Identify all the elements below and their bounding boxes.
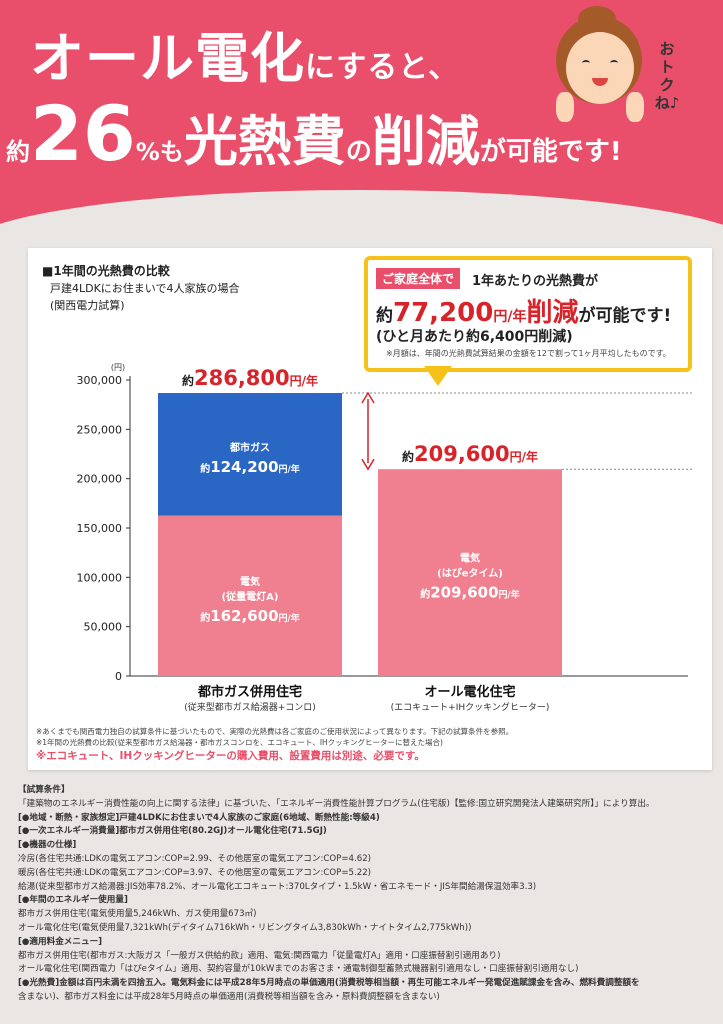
condition-line: オール電化住宅(電気使用量7,321kWh(デイタイム716kWh・リビングタイ… xyxy=(18,922,472,933)
y-tick-label: 300,000 xyxy=(77,374,123,387)
condition-line: オール電化住宅(関西電力「はぴeタイム」適用、契約容量が10kWまでのお客さま・… xyxy=(18,964,579,975)
comparison-subtitle: 戸建4LDKにお住まいで4人家族の場合 (関西電力試算) xyxy=(50,280,239,314)
segment-label: (はぴeタイム) xyxy=(437,567,503,580)
condition-line: 暖房(各住宅共通:LDKの電気エアコン:COP=3.97、その他居室の電気エアコ… xyxy=(18,867,372,878)
headline-suru-to: にすると、 xyxy=(305,50,460,85)
callout-monthly: (ひと月あたり約6,400円削減) xyxy=(376,329,573,345)
segment-label: 電気 xyxy=(240,575,260,588)
y-axis-unit: (円) xyxy=(111,363,125,372)
callout-prefix: 約 xyxy=(376,306,393,326)
headline-possible: が可能です! xyxy=(479,137,622,167)
condition-line: 冷房(各住宅共通:LDKの電気エアコン:COP=2.99、その他居室の電気エアコ… xyxy=(18,853,372,864)
footnotes: ※あくまでも関西電力独自の試算条件に基づいたもので、実際の光熱費は各ご家庭のご使… xyxy=(36,726,513,748)
category-label: オール電化住宅 xyxy=(424,684,515,700)
headline-no: の xyxy=(345,137,372,167)
y-tick-label: 150,000 xyxy=(77,522,123,535)
difference-arrow-head xyxy=(361,391,375,404)
condition-line: 「建築物のエネルギー消費性能の向上に関する法律」に基づいた、「エネルギー消費性能… xyxy=(18,798,655,809)
callout-tag: ご家庭全体で xyxy=(376,268,461,289)
difference-arrow-head xyxy=(361,458,375,471)
condition-line: 都市ガス併用住宅(電気使用量5,246kWh、ガス使用量673㎥) xyxy=(18,909,257,920)
footnote-1: ※あくまでも関西電力独自の試算条件に基づいたもので、実際の光熱費は各ご家庭のご使… xyxy=(36,727,514,736)
bar-total-label: 約209,600円/年 xyxy=(402,442,538,466)
callout-amount-line: 約77,200円/年削減が可能です! xyxy=(376,292,671,329)
comparison-subtitle-2: (関西電力試算) xyxy=(50,299,125,312)
segment-label: 都市ガス xyxy=(229,441,270,454)
category-sublabel: (従来型都市ガス給湯器+コンロ) xyxy=(184,701,316,713)
headline-percent-mo: %も xyxy=(135,138,184,166)
header-wave xyxy=(0,190,723,230)
calculation-conditions: 【試算条件】「建築物のエネルギー消費性能の向上に関する法律」に基づいた、「エネル… xyxy=(18,784,708,1005)
condition-line: 給湯(従来型都市ガス給湯器:JIS効率78.2%、オール電化エコキュート:370… xyxy=(18,881,537,892)
condition-line: [●一次エネルギー消費量]都市ガス併用住宅(80.2GJ)オール電化住宅(71.… xyxy=(18,826,327,837)
speech-text: おトクね♪ xyxy=(654,40,680,112)
y-tick-label: 50,000 xyxy=(84,621,123,634)
callout-note: ※月額は、年間の光熱費試算結果の金額を12で割って1ヶ月平均したものです。 xyxy=(386,349,671,358)
headline-line1: オール電化にすると、 xyxy=(30,14,459,93)
segment-value: 約162,600円/年 xyxy=(200,607,300,625)
y-tick-label: 200,000 xyxy=(77,473,123,486)
category-label: 都市ガス併用住宅 xyxy=(197,684,302,700)
y-tick-label: 250,000 xyxy=(77,423,123,436)
comparison-subtitle-1: 戸建4LDKにお住まいで4人家族の場合 xyxy=(50,282,240,295)
headline-all-electric: オール電化 xyxy=(30,27,305,90)
bar-total-label: 約286,800円/年 xyxy=(182,366,318,390)
bar-segment xyxy=(158,515,342,676)
condition-line: [●地域・断熱・家族想定]戸建4LDKにお住まいで4人家族のご家庭(6地域、断熱… xyxy=(18,812,380,823)
header-banner: オール電化にすると、 約26%も光熱費の削減が可能です! おトクね♪ xyxy=(0,0,723,230)
condition-line: [●光熱費]金額は百円未満を四捨五入。電気料金には平成28年5月時点の単価適用(… xyxy=(18,978,640,989)
footnote-2: ※1年間の光熱費の比較(従来型都市ガス給湯器・都市ガスコンロを、エコキュート、I… xyxy=(36,738,443,747)
condition-line: [●適用料金メニュー] xyxy=(18,936,103,947)
condition-line: 【試算条件】 xyxy=(18,785,70,795)
headline-percent: 26 xyxy=(30,89,136,178)
callout-unit: 円/年 xyxy=(493,309,527,325)
headline-line2: 約26%も光熱費の削減が可能です! xyxy=(6,96,622,176)
headline-prefix: 約 xyxy=(6,138,30,166)
segment-label: 電気 xyxy=(460,552,480,565)
y-tick-label: 0 xyxy=(115,670,122,683)
condition-line: [●機器の仕様] xyxy=(18,840,77,851)
callout-pointer xyxy=(424,366,452,386)
category-sublabel: (エコキュート+IHクッキングヒーター) xyxy=(391,701,550,713)
y-tick-label: 100,000 xyxy=(77,571,123,584)
condition-line: 都市ガス併用住宅(都市ガス:大阪ガス「一般ガス供給約款」適用、電気:関西電力「従… xyxy=(18,950,501,961)
bar-segment xyxy=(378,469,562,676)
condition-line: [●年間のエネルギー使用量] xyxy=(18,895,128,906)
headline-reduction: 削減 xyxy=(371,110,480,173)
comparison-title: ■1年間の光熱費の比較 xyxy=(42,264,170,278)
callout-tail: が可能です! xyxy=(578,306,672,326)
condition-line: 含まない)、都市ガス料金には平成28年5月時点の単価適用(消費税等相当額を含み・… xyxy=(18,991,440,1002)
segment-label: (従量電灯A) xyxy=(222,590,279,603)
cost-warning: ※エコキュート、IHクッキングヒーターの購入費用、設置費用は別途、必要です。 xyxy=(36,750,425,762)
girl-illustration-icon xyxy=(548,6,648,126)
cost-chart: (円) 0 50,000 100,000 150,000 200,000 250,000 30… xyxy=(77,363,693,713)
chart-card: ■1年間の光熱費の比較 戸建4LDKにお住まいで4人家族の場合 (関西電力試算)… xyxy=(28,248,712,770)
bar-segment xyxy=(158,393,342,516)
callout-reduction: 削減 xyxy=(526,298,579,328)
callout-line1: 1年あたりの光熱費が xyxy=(472,274,599,289)
segment-value: 約209,600円/年 xyxy=(420,584,520,602)
headline-utility-cost: 光熱費 xyxy=(183,110,346,173)
segment-value: 約124,200円/年 xyxy=(200,458,300,476)
savings-callout: ご家庭全体で 1年あたりの光熱費が 約77,200円/年削減が可能です! (ひと… xyxy=(364,256,692,372)
callout-amount: 77,200 xyxy=(393,298,494,328)
